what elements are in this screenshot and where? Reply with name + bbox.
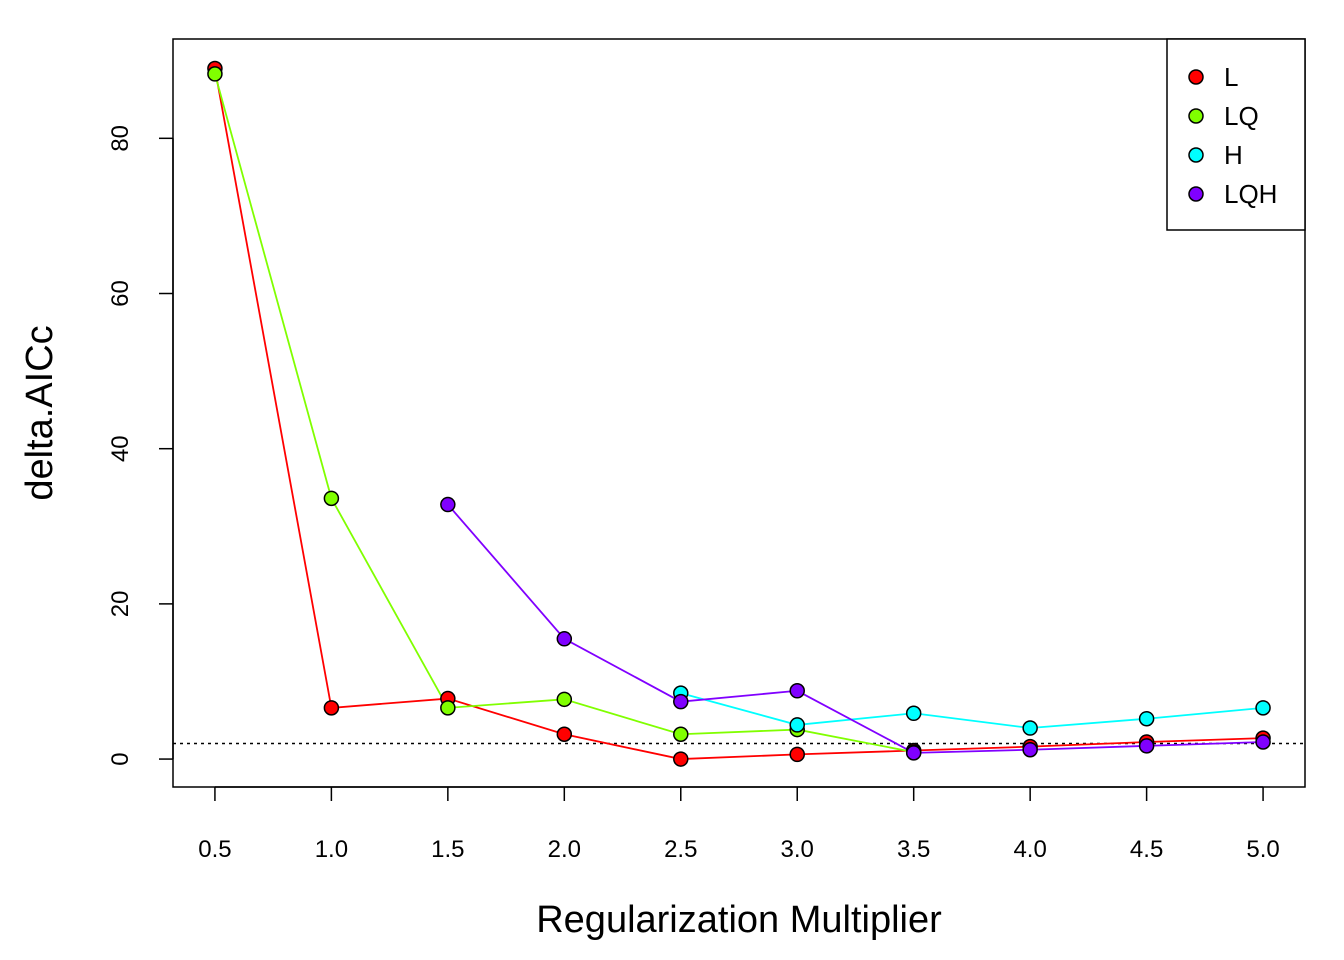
legend-label-h: H — [1224, 140, 1243, 170]
data-point-h — [1138, 710, 1155, 727]
x-axis: 0.5 1.0 1.5 2.0 2.5 3.0 3.5 4.0 4.5 5.0 — [198, 786, 1280, 863]
x-tick-label: 1.0 — [315, 836, 348, 863]
data-point-h — [789, 717, 805, 733]
data-point-lqh — [1255, 734, 1271, 750]
series-line-lqh — [447, 503, 1264, 754]
y-axis: 0 20 40 60 80 — [107, 125, 174, 766]
series-layer — [207, 60, 1271, 767]
data-point-l — [556, 726, 573, 742]
legend-label-l: L — [1224, 62, 1238, 92]
legend-label-lq: LQ — [1224, 101, 1259, 131]
data-point-lqh — [556, 631, 573, 647]
data-point-lqh — [905, 745, 922, 761]
legend-marker-lq — [1188, 108, 1204, 124]
x-axis-title: Regularization Multiplier — [536, 899, 942, 941]
y-axis-title: delta.AICc — [19, 325, 61, 500]
x-tick-label: 4.0 — [1013, 836, 1046, 863]
y-tick-label: 40 — [107, 435, 134, 462]
y-tick-label: 20 — [107, 591, 134, 618]
legend-marker-h — [1188, 147, 1204, 163]
data-point-lq — [323, 490, 340, 507]
legend-marker-l — [1188, 69, 1204, 85]
data-point-lq — [673, 726, 689, 742]
x-tick-label: 2.5 — [664, 836, 697, 863]
series-line-lq — [214, 73, 914, 753]
data-point-l — [673, 751, 689, 767]
legend-label-lqh: LQH — [1224, 179, 1277, 209]
data-point-h — [1022, 720, 1038, 736]
data-point-l — [323, 700, 340, 716]
x-tick-label: 0.5 — [198, 836, 231, 863]
data-point-lq — [556, 691, 573, 708]
series-line-h — [680, 692, 1264, 729]
y-tick-label: 80 — [107, 125, 134, 152]
x-tick-label: 3.0 — [781, 836, 814, 863]
legend-marker-lqh — [1188, 186, 1204, 202]
series-line-l — [214, 68, 1264, 760]
plot-frame — [172, 38, 1306, 788]
x-tick-label: 1.5 — [431, 836, 464, 863]
x-tick-label: 4.5 — [1130, 836, 1163, 863]
data-point-lqh — [1138, 738, 1155, 754]
data-point-lq — [440, 700, 456, 716]
y-tick-label: 60 — [107, 280, 134, 307]
y-tick-label: 0 — [107, 752, 134, 765]
data-point-l — [789, 746, 805, 763]
data-point-lqh — [673, 693, 689, 710]
data-point-h — [1255, 700, 1271, 716]
x-tick-label: 3.5 — [897, 836, 930, 863]
data-point-lqh — [440, 496, 456, 513]
data-point-lqh — [1022, 742, 1038, 758]
data-point-lqh — [789, 683, 805, 699]
data-point-lq — [207, 66, 223, 82]
x-tick-label: 2.0 — [548, 836, 581, 863]
x-tick-label: 5.0 — [1246, 836, 1279, 863]
data-point-h — [905, 705, 922, 722]
